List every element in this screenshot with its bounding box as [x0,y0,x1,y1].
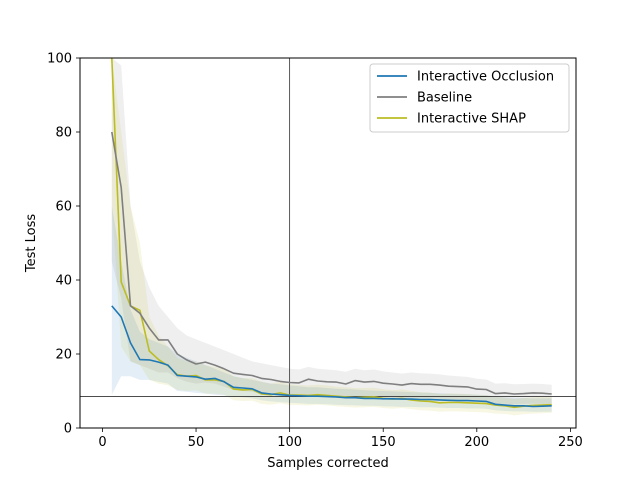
x-tick-label: 250 [558,435,583,450]
legend-label-interactive-shap: Interactive SHAP [417,112,526,127]
y-tick-label: 60 [55,200,72,215]
x-tick-label: 0 [98,435,106,450]
series-line-interactive-occlusion [111,305,552,408]
legend-label-interactive-occlusion: Interactive Occlusion [417,70,554,85]
series-lines [111,58,552,409]
y-tick-label: 20 [55,348,72,363]
x-tick-label: 150 [371,435,396,450]
legend-label-baseline: Baseline [417,91,472,106]
series-line-baseline [111,131,552,395]
plot-frame [79,57,577,429]
confidence-bands [111,58,552,416]
legend: Interactive Occlusion Baseline Interactive… [369,63,570,133]
x-tick-label: 50 [188,435,205,450]
legend-box [369,63,570,133]
x-tick-label: 200 [464,435,489,450]
y-tick-label: 0 [64,422,72,437]
y-tick-label: 100 [47,52,72,67]
band-baseline [111,58,552,405]
y-axis-label: Test Loss [24,214,39,273]
x-axis-label: Samples corrected [267,456,388,471]
y-tick-label: 80 [55,126,72,141]
y-tick-label: 40 [55,274,72,289]
band-interactive-shap [111,58,552,416]
x-tick-label: 100 [277,435,302,450]
y-axis-ticks: 0 20 40 60 80 100 [47,52,80,437]
x-axis-ticks: 0 50 100 150 200 250 [98,428,583,450]
